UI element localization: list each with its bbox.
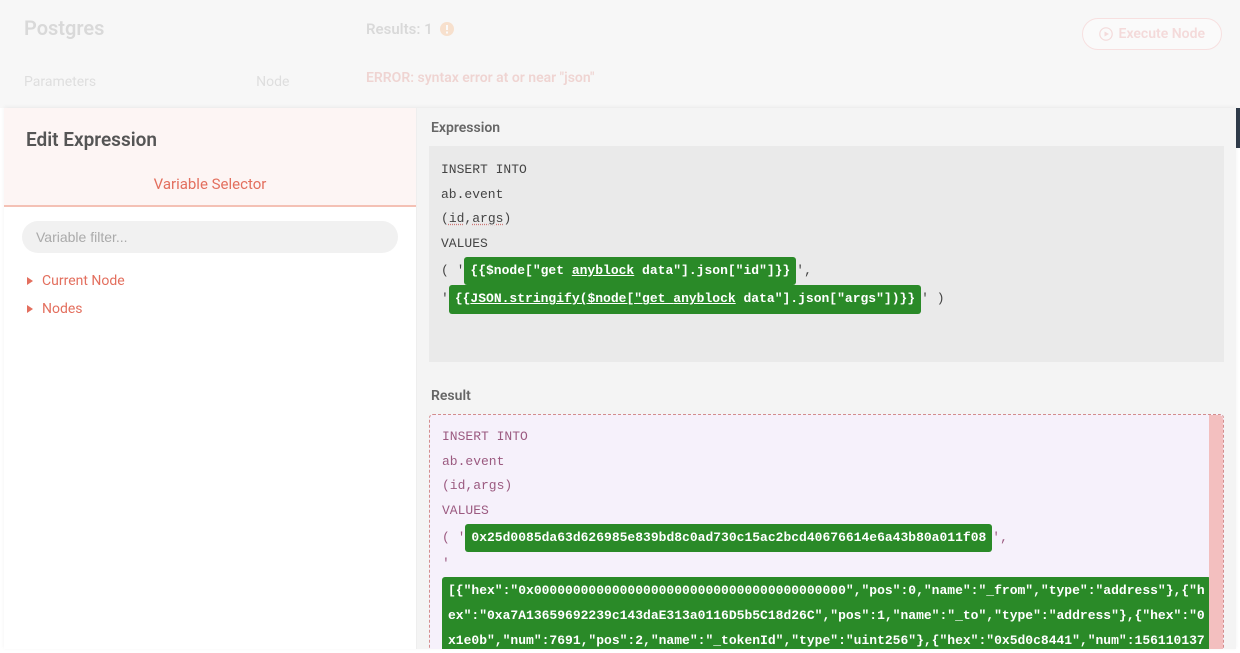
result-value-pill: 0x25d0085da63d626985e839bd8c0ad730c15ac2… [465, 524, 992, 553]
chevron-right-icon [26, 277, 34, 285]
node-title: Postgres [24, 16, 104, 40]
tree-item-nodes[interactable]: Nodes [18, 295, 402, 323]
tab-parameters[interactable]: Parameters [24, 74, 96, 90]
tab-node[interactable]: Node [256, 74, 289, 90]
expr-line: '{{JSON.stringify($node["get anyblock da… [441, 285, 1212, 314]
tree-label: Nodes [42, 301, 83, 317]
result-line: VALUES [442, 499, 1211, 524]
result-box: INSERT INTO ab.event (id,args) VALUES ( … [429, 414, 1224, 649]
result-line: '[{"hex":"0x0000000000000000000000000000… [442, 552, 1211, 649]
expression-label: Expression [417, 108, 1236, 146]
variable-selector-tab[interactable]: Variable Selector [4, 165, 416, 207]
expr-line: ab.event [441, 183, 1212, 208]
result-value-pill: [{"hex":"0x00000000000000000000000000000… [442, 577, 1211, 649]
tree-item-current-node[interactable]: Current Node [18, 267, 402, 295]
expression-editor[interactable]: INSERT INTO ab.event (id,args) VALUES ( … [429, 146, 1224, 362]
expr-line: INSERT INTO [441, 158, 1212, 183]
error-message: ERROR: syntax error at or near "json" [366, 70, 595, 86]
expression-variable-pill[interactable]: {{$node["get anyblock data"].json["id"]}… [464, 257, 796, 286]
results-summary: Results: 1 [366, 20, 455, 38]
result-line: ab.event [442, 450, 1211, 475]
expr-line: (id,args) [441, 207, 1212, 232]
warning-icon [439, 21, 455, 37]
execute-label: Execute Node [1119, 26, 1205, 42]
expr-line: VALUES [441, 232, 1212, 257]
edit-expression-modal: Edit Expression Variable Selector Curren… [4, 108, 1236, 649]
node-tabs: Parameters Node [24, 74, 289, 90]
node-backdrop: Postgres Results: 1 Execute Node Paramet… [0, 0, 1240, 108]
execute-node-button[interactable]: Execute Node [1082, 18, 1222, 50]
result-line: (id,args) [442, 474, 1211, 499]
chevron-right-icon [26, 305, 34, 313]
expr-line: ( '{{$node["get anyblock data"].json["id… [441, 257, 1212, 286]
tree-label: Current Node [42, 273, 125, 289]
left-pane: Edit Expression Variable Selector Curren… [4, 108, 417, 649]
right-pane: Expression INSERT INTO ab.event (id,args… [417, 108, 1236, 649]
result-line: INSERT INTO [442, 425, 1211, 450]
scrollbar[interactable] [1209, 415, 1223, 649]
play-icon [1099, 27, 1113, 41]
result-label: Result [417, 362, 1236, 414]
expression-variable-pill[interactable]: {{JSON.stringify($node["get anyblock dat… [449, 285, 921, 314]
modal-title: Edit Expression [4, 108, 416, 165]
result-line: ( '0x25d0085da63d626985e839bd8c0ad730c15… [442, 524, 1211, 553]
variable-tree: Current Node Nodes [4, 263, 416, 327]
variable-filter-input[interactable] [22, 221, 398, 253]
results-label: Results: 1 [366, 20, 433, 38]
